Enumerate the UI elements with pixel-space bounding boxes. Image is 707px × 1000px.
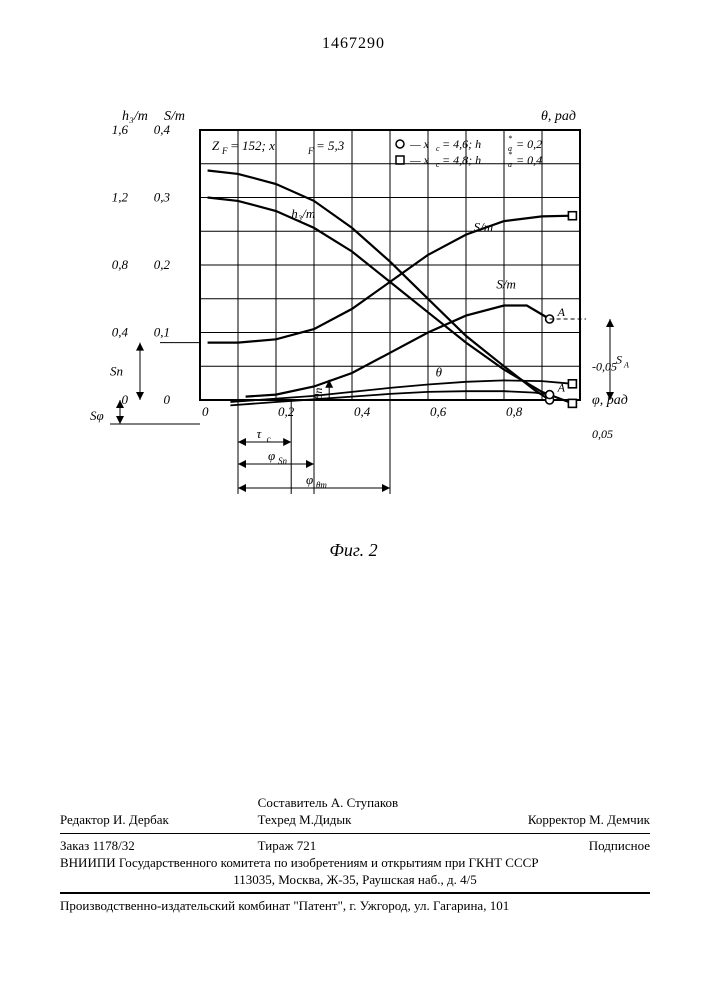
svg-text:0,6: 0,6 bbox=[430, 404, 447, 419]
svg-text:— x: — x bbox=[409, 137, 430, 151]
prod-line: Производственно-издательский комбинат "П… bbox=[60, 898, 650, 915]
svg-text:θ, рад: θ, рад bbox=[541, 109, 576, 124]
svg-text:*: * bbox=[508, 134, 512, 143]
credits-block: Составитель А. Ступаков Редактор И. Дерб… bbox=[60, 795, 650, 915]
svg-text:S/m: S/m bbox=[164, 109, 185, 124]
chart-svg: 00,40,81,21,6h₃/m00,10,20,30,4S/mθ, рад-… bbox=[80, 100, 640, 540]
svg-text:0,2: 0,2 bbox=[278, 404, 295, 419]
svg-text:θ: θ bbox=[436, 364, 443, 379]
svg-text:F: F bbox=[221, 146, 228, 156]
svg-text:τ: τ bbox=[257, 426, 263, 441]
svg-text:S/m: S/m bbox=[496, 277, 516, 292]
svg-text:A: A bbox=[557, 381, 566, 395]
svg-text:S/m: S/m bbox=[474, 219, 494, 234]
svg-text:-0,05: -0,05 bbox=[592, 359, 617, 373]
tech-editor-label: Техред bbox=[258, 812, 296, 827]
svg-text:φ: φ bbox=[306, 472, 313, 487]
svg-text:0: 0 bbox=[202, 404, 209, 419]
editor-label: Редактор bbox=[60, 812, 110, 827]
circulation-label: Тираж bbox=[258, 838, 294, 853]
svg-text:θm: θm bbox=[316, 480, 327, 490]
svg-text:0: 0 bbox=[122, 392, 129, 407]
svg-text:= 0,2: = 0,2 bbox=[516, 137, 542, 151]
svg-text:0,3: 0,3 bbox=[154, 190, 171, 205]
svg-text:0,4: 0,4 bbox=[154, 122, 171, 137]
svg-text:c: c bbox=[436, 160, 440, 169]
editor-name: И. Дербак bbox=[113, 812, 169, 827]
page: 1467290 00,40,81,21,6h₃/m00,10,20,30,4S/… bbox=[0, 0, 707, 1000]
compiler-label: Составитель bbox=[258, 795, 328, 810]
svg-text:0,8: 0,8 bbox=[506, 404, 523, 419]
order-label: Заказ bbox=[60, 838, 89, 853]
svg-text:= 4,6; h: = 4,6; h bbox=[442, 137, 481, 151]
svg-text:φ: φ bbox=[268, 448, 275, 463]
figure-caption: Фиг. 2 bbox=[0, 540, 707, 561]
svg-text:0,4: 0,4 bbox=[112, 325, 129, 340]
svg-text:A: A bbox=[623, 361, 629, 370]
svg-text:Sп: Sп bbox=[278, 456, 288, 466]
svg-text:c: c bbox=[267, 434, 271, 444]
svg-text:— x: — x bbox=[409, 153, 430, 167]
svg-text:= 0,4: = 0,4 bbox=[516, 153, 542, 167]
corrector-label: Корректор bbox=[528, 812, 586, 827]
svg-text:0: 0 bbox=[164, 392, 171, 407]
svg-text:A: A bbox=[557, 305, 566, 319]
circulation-no: 721 bbox=[297, 838, 317, 853]
svg-text:F: F bbox=[307, 146, 314, 156]
svg-text:0,05: 0,05 bbox=[592, 427, 613, 441]
compiler-name: А. Ступаков bbox=[331, 795, 398, 810]
org-line1: ВНИИПИ Государственного комитета по изоб… bbox=[60, 855, 650, 872]
svg-text:0,4: 0,4 bbox=[354, 404, 371, 419]
svg-text:θп: θп bbox=[311, 388, 325, 400]
svg-text:0,2: 0,2 bbox=[154, 257, 171, 272]
svg-text:= 5,3: = 5,3 bbox=[316, 138, 345, 153]
svg-text:a: a bbox=[508, 160, 512, 169]
svg-text:0,1: 0,1 bbox=[154, 325, 170, 340]
svg-text:1,6: 1,6 bbox=[112, 122, 129, 137]
svg-text:c: c bbox=[436, 144, 440, 153]
svg-text:Z: Z bbox=[212, 138, 220, 153]
svg-text:0,8: 0,8 bbox=[112, 257, 129, 272]
figure-area: 00,40,81,21,6h₃/m00,10,20,30,4S/mθ, рад-… bbox=[80, 100, 640, 540]
svg-text:Sп: Sп bbox=[110, 363, 123, 378]
svg-text:h₃/m: h₃/m bbox=[291, 206, 315, 221]
svg-text:1,2: 1,2 bbox=[112, 190, 129, 205]
svg-text:= 152; x: = 152; x bbox=[230, 138, 275, 153]
org-line2: 113035, Москва, Ж-35, Раушская наб., д. … bbox=[60, 872, 650, 889]
svg-text:h₃/m: h₃/m bbox=[122, 109, 148, 124]
tech-editor-name: М.Дидык bbox=[299, 812, 351, 827]
svg-text:= 4,8; h: = 4,8; h bbox=[442, 153, 481, 167]
subscription: Подписное bbox=[589, 838, 650, 853]
order-no: 1178/32 bbox=[93, 838, 135, 853]
svg-text:S: S bbox=[616, 353, 622, 367]
svg-text:Sφ: Sφ bbox=[90, 408, 104, 423]
svg-text:*: * bbox=[508, 150, 512, 159]
document-number: 1467290 bbox=[0, 35, 707, 53]
corrector-name: М. Демчик bbox=[589, 812, 650, 827]
